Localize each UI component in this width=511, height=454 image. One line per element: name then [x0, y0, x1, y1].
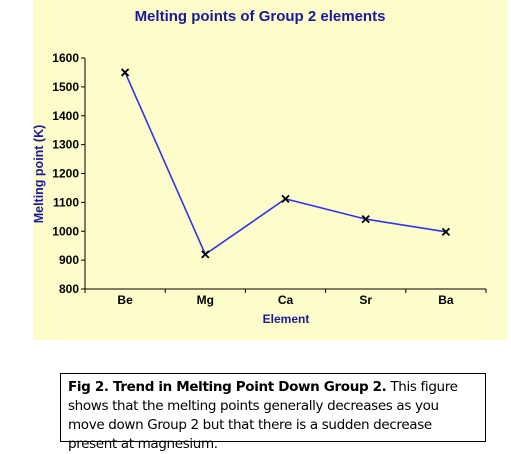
- y-tick-label: 1400: [52, 109, 79, 123]
- x-ticks: Be Mg Ca Sr Ba: [84, 289, 487, 307]
- x-tick-label: Mg: [197, 293, 214, 307]
- y-ticks: 800 900 1000 1100 1200 1300 1400 1500 1600: [52, 51, 85, 296]
- caption-bold-text: Fig 2. Trend in Melting Point Down Group…: [68, 379, 387, 395]
- x-tick-label: Ca: [278, 293, 294, 307]
- line-chart: Melting points of Group 2 elements Melti…: [33, 8, 487, 326]
- y-tick-label: 1200: [52, 167, 79, 181]
- y-axis-label-group: Melting point (K): [33, 125, 46, 224]
- markers: [120, 68, 451, 259]
- data-point-Be: [120, 68, 130, 77]
- y-tick-label: 1500: [52, 80, 79, 94]
- data-point-Sr: [361, 214, 370, 224]
- data-point-Ca: [281, 194, 290, 204]
- marker-stroke: [201, 250, 210, 259]
- x-axis-label: Element: [263, 312, 310, 326]
- marker-stroke: [120, 68, 130, 77]
- chart-panel: Melting points of Group 2 elements Melti…: [33, 0, 507, 340]
- x-tick-label: Be: [117, 293, 133, 307]
- marker-stroke: [281, 194, 290, 204]
- figure-caption: Fig 2. Trend in Melting Point Down Group…: [60, 373, 486, 452]
- y-tick-label: 1600: [52, 51, 79, 65]
- marker-stroke: [361, 214, 370, 224]
- y-tick-label: 1000: [52, 224, 79, 238]
- y-tick-label: 800: [59, 282, 79, 296]
- y-tick-label: 900: [59, 253, 79, 267]
- axes: [84, 58, 486, 290]
- caption-text: This figure shows that the melting point…: [68, 379, 458, 452]
- y-axis-label: Melting point (K): [33, 125, 46, 224]
- series: [124, 72, 447, 256]
- chart-title: Melting points of Group 2 elements: [135, 8, 386, 25]
- x-tick-label: Sr: [359, 293, 372, 307]
- data-point-Mg: [201, 250, 210, 259]
- y-tick-label: 1100: [53, 195, 79, 209]
- marker-stroke: [441, 227, 451, 236]
- data-point-Ba: [441, 227, 451, 236]
- x-tick-label: Ba: [438, 293, 454, 307]
- series-line: [124, 72, 447, 256]
- y-tick-label: 1300: [52, 138, 79, 152]
